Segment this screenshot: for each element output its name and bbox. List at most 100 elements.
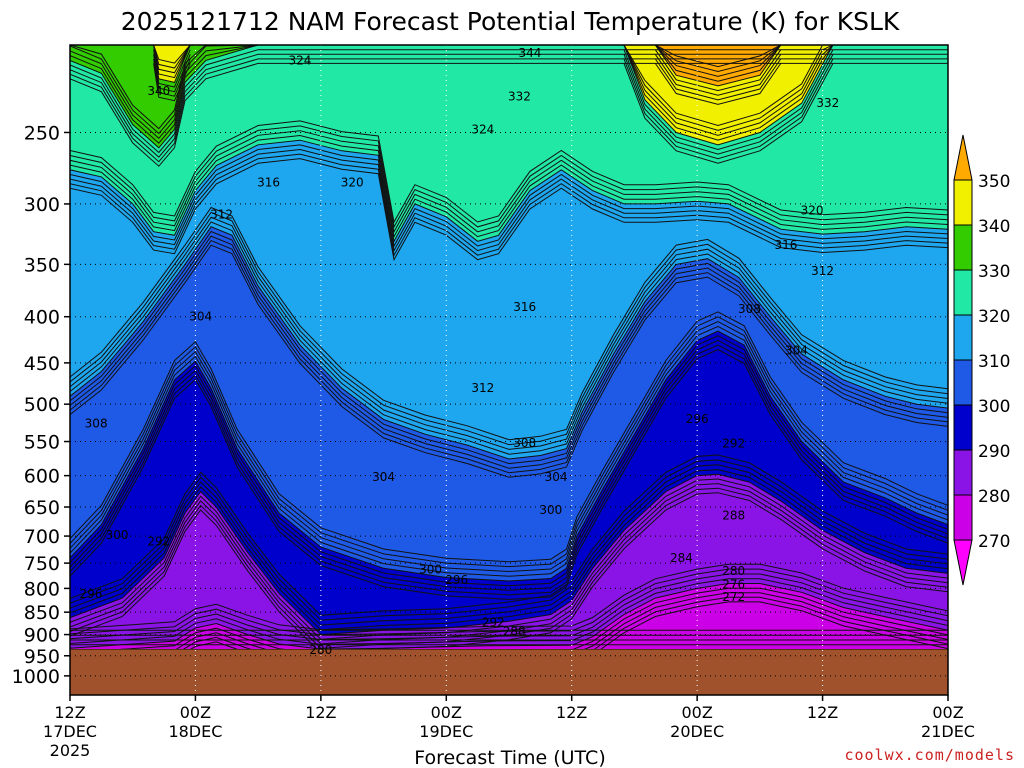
contour-label-9: 312 — [210, 207, 233, 221]
colorbar-swatch-0 — [953, 539, 973, 586]
isentrope-line-310-4-8 — [70, 244, 948, 478]
contour-label-23: 300 — [539, 503, 562, 517]
colorbar-label-280: 280 — [978, 487, 1010, 507]
isentrope-line-340-7-8 — [153, 63, 191, 102]
colorbar-label-270: 270 — [978, 532, 1010, 552]
theta-band-340-7 — [153, 45, 191, 83]
colorbar-swatch-5 — [953, 314, 973, 361]
contour-label-15: 304 — [785, 343, 808, 357]
contour-label-13: 304 — [189, 310, 212, 324]
colorbar-swatch-9 — [953, 134, 973, 181]
contour-label-12: 316 — [513, 300, 536, 314]
isentrope-line-300-3-2 — [70, 321, 948, 573]
contour-label-7: 320 — [341, 175, 364, 189]
isentrope-line-320-5-1 — [70, 125, 948, 229]
isentrope-line-350-9-3 — [654, 45, 782, 82]
isentrope-line-280-1-6 — [70, 592, 948, 659]
x-tick-label-0-top: 12Z — [54, 703, 85, 722]
isentrope-line-340-8-7 — [623, 58, 834, 160]
isentrope-line-320-5-5 — [70, 144, 948, 248]
contour-label-35: 288 — [503, 625, 526, 639]
y-tick-label-750: 750 — [24, 553, 60, 575]
colorbar-swatch-7 — [953, 224, 973, 271]
isentrope-line-340-8-6 — [623, 54, 834, 155]
x-tick-label-0-mid: 17DEC — [43, 722, 97, 741]
contour-label-29: 296 — [445, 573, 468, 587]
y-tick-label-650: 650 — [24, 497, 60, 519]
theta-band-350-9 — [655, 45, 781, 86]
isentrope-line-310-4-6 — [70, 235, 948, 469]
colorbar-label-300: 300 — [978, 397, 1010, 417]
contour-label-8: 320 — [801, 203, 824, 217]
isentrope-line-300-3-4 — [70, 330, 948, 582]
contour-label-2: 344 — [518, 46, 541, 60]
isentrope-line-300-3-8 — [70, 348, 948, 600]
y-tick-label-800: 800 — [24, 578, 60, 600]
contour-label-5: 324 — [471, 122, 494, 136]
isentrope-line-290-2-1 — [70, 459, 948, 621]
plot-frame — [69, 44, 949, 696]
isentrope-line-310-4-3 — [70, 221, 948, 455]
contour-label-22: 304 — [545, 470, 568, 484]
x-axis-label: Forecast Time (UTC) — [414, 747, 605, 768]
colorbar: 270 280 290 300 310 320 330 340 350 — [953, 134, 1010, 586]
isentrope-line-320-5-2 — [70, 130, 948, 234]
colorbar-label-330: 330 — [978, 262, 1010, 282]
y-tick-label-400: 400 — [24, 307, 60, 329]
y-tick-label-350: 350 — [24, 254, 60, 276]
isentrope-line-320-5-7 — [70, 153, 948, 257]
isentrope-line-290-2-0 — [70, 454, 948, 616]
isentrope-line-310-4-2 — [70, 216, 948, 450]
contour-label-11: 312 — [811, 264, 834, 278]
isentrope-line-290-2-5 — [70, 478, 948, 640]
isentrope-line-340-7-5 — [153, 49, 191, 88]
y-tick-label-450: 450 — [24, 353, 60, 375]
y-tick-label-600: 600 — [24, 466, 60, 488]
isentrope-line-350-9-0 — [655, 45, 782, 68]
watermark: coolwx.com/models — [844, 746, 1015, 764]
isentrope-line-350-9-1 — [654, 45, 782, 73]
isentrope-line-350-9-6 — [654, 54, 782, 96]
isentrope-line-280-1-3 — [70, 578, 948, 645]
isentrope-line-300-3-7 — [70, 344, 948, 596]
y-tick-label-300: 300 — [24, 194, 60, 216]
isentrope-line-350-9-4 — [654, 45, 782, 87]
contour-label-27: 284 — [670, 551, 693, 565]
isentrope-line-280-1-0 — [70, 563, 948, 631]
isentrope-line-340-8-0 — [623, 45, 833, 127]
contour-label-32: 272 — [722, 590, 745, 604]
isentrope-line-350-9-8 — [654, 63, 782, 105]
isentrope-line-350-9-2 — [654, 45, 782, 77]
isentrope-line-300-3-3 — [70, 325, 948, 577]
contour-label-31: 276 — [722, 577, 745, 591]
isentrope-line-300-3-6 — [70, 339, 948, 591]
contour-label-16: 312 — [471, 381, 494, 395]
isentrope-line-330-6-5 — [70, 49, 948, 154]
isentrope-line-340-7-6 — [153, 54, 191, 93]
isentrope-line-330-6-2 — [70, 45, 948, 140]
colorbar-swatch-3 — [953, 404, 973, 451]
contour-label-10: 316 — [775, 238, 798, 252]
isentrope-line-340-8-4 — [623, 45, 834, 146]
isentrope-line-320-5-0 — [70, 120, 948, 224]
isentrope-line-350-9-5 — [654, 49, 782, 92]
contour-label-20: 308 — [513, 436, 536, 450]
contour-labels: 340 324 344 332 332 324 316 320 320 312 316 312 316 3… — [79, 46, 839, 657]
isentrope-line-310-4-4 — [70, 226, 948, 460]
y-tick-label-500: 500 — [24, 394, 60, 416]
x-tick-label-4-top: 12Z — [556, 703, 587, 722]
isentrope-line-320-5-8 — [70, 158, 948, 262]
isentrope-line-330-6-0 — [70, 45, 948, 130]
contour-label-34: 292 — [482, 616, 505, 630]
x-tick-label-7-mid: 21DEC — [921, 722, 975, 741]
x-tick-label-2-top: 12Z — [305, 703, 336, 722]
colorbar-label-340: 340 — [978, 217, 1010, 237]
contour-label-21: 304 — [372, 470, 395, 484]
x-tick-label-5-mid: 20DEC — [670, 722, 724, 741]
contour-label-24: 288 — [722, 508, 745, 522]
theta-bands — [70, 45, 948, 695]
isentrope-line-340-7-1 — [153, 45, 191, 69]
colorbar-label-310: 310 — [978, 352, 1010, 372]
y-tick-label-1000: 1000 — [12, 666, 60, 688]
